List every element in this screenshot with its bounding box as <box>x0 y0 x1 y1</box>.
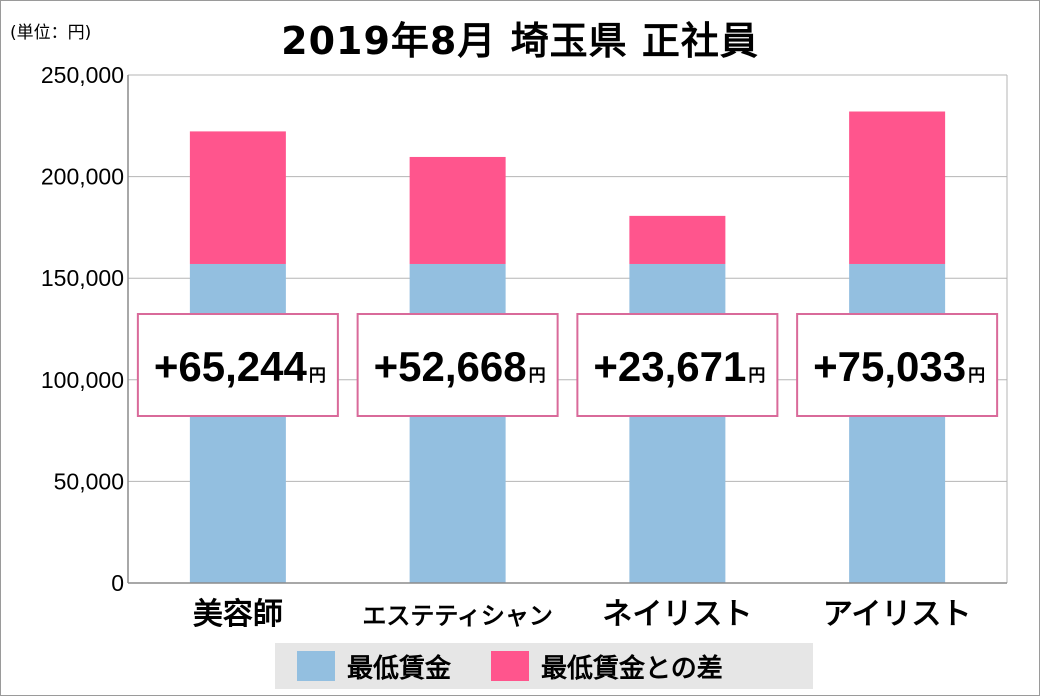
bar-difference <box>189 131 286 264</box>
difference-box <box>136 313 339 417</box>
y-tick-label: 0 <box>111 570 124 596</box>
legend: 最低賃金 最低賃金との差 <box>275 643 813 689</box>
difference-label: +65,244 円 <box>154 343 326 390</box>
legend-label-difference: 最低賃金との差 <box>541 653 723 684</box>
y-tick-label: 250,000 <box>41 62 124 88</box>
bar-difference <box>409 156 506 264</box>
chart-title: 2019年8月 埼玉県 正社員 <box>281 19 759 63</box>
y-tick-label: 200,000 <box>41 164 124 190</box>
category-label: 美容師 <box>193 597 283 632</box>
difference-label: +52,668 円 <box>374 343 546 390</box>
category-label: エステティシャン <box>362 602 553 630</box>
legend-item-difference: 最低賃金との差 <box>491 648 723 685</box>
difference-label: +23,671 円 <box>593 343 765 390</box>
bar-min-wage <box>629 263 726 583</box>
bar-min-wage <box>849 263 946 583</box>
bar-min-wage <box>409 263 506 583</box>
legend-item-min-wage: 最低賃金 <box>297 648 451 685</box>
category-label: ネイリスト <box>602 597 752 632</box>
y-tick-label: 100,000 <box>41 367 124 393</box>
category-label: アイリスト <box>823 597 972 632</box>
difference-label: +75,033 円 <box>813 343 985 390</box>
bar-min-wage <box>189 263 286 583</box>
difference-box <box>796 313 999 417</box>
difference-box <box>576 313 779 417</box>
legend-swatch-min-wage <box>297 651 335 681</box>
difference-box <box>356 313 559 417</box>
y-tick-label: 150,000 <box>41 265 124 291</box>
bar-difference <box>849 111 946 264</box>
y-tick-label: 50,000 <box>54 468 124 494</box>
bar-difference <box>629 215 726 264</box>
unit-label: (単位：円) <box>10 23 92 43</box>
legend-label-min-wage: 最低賃金 <box>347 653 452 684</box>
legend-swatch-difference <box>491 651 530 681</box>
